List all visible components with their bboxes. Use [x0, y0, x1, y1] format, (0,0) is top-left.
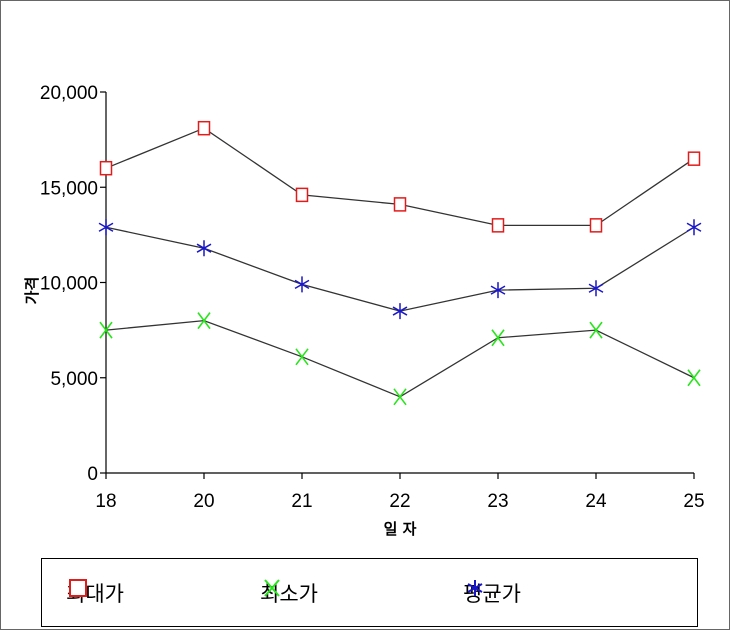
x-tick-label: 23 [487, 491, 508, 512]
data-point-square [393, 197, 407, 212]
y-axis-title: 가격 [23, 277, 41, 305]
data-point-x [393, 388, 407, 406]
data-point-asterisk [588, 280, 604, 297]
data-point-square [687, 151, 701, 166]
data-point-square [99, 160, 113, 176]
legend-asterisk-icon [467, 580, 483, 596]
data-point-x [295, 348, 309, 366]
data-point-square [197, 120, 211, 136]
series-line-3 [105, 226, 695, 312]
legend-item-max-price: 최대가 [66, 576, 124, 610]
y-tick-label: 5,000 [50, 369, 98, 390]
labels-layer: 0 5,000 10,000 15,000 20,000 18 20 21 22 23 24 25 가격… [23, 83, 705, 538]
x-tick-label: 24 [585, 491, 607, 512]
x-tick-label: 22 [389, 491, 410, 512]
axes-layer [100, 91, 695, 479]
data-point-x [197, 312, 211, 330]
data-point-asterisk [294, 276, 310, 293]
legend-square-icon [69, 579, 87, 597]
series-line-2 [105, 319, 695, 398]
x-tick-label: 21 [291, 491, 312, 512]
data-point-square [295, 187, 309, 203]
data-point-x [491, 329, 505, 347]
x-tick-label: 20 [193, 491, 214, 512]
x-tick-label: 25 [683, 491, 704, 512]
y-tick-label: 10,000 [40, 274, 98, 295]
y-tick-label: 15,000 [40, 178, 98, 199]
data-point-x [589, 321, 603, 339]
data-point-square [589, 218, 603, 233]
y-tick-label: 20,000 [40, 83, 98, 104]
legend-item-min-price: 최소가 [260, 576, 318, 610]
data-point-x [99, 321, 113, 339]
data-point-square [491, 218, 505, 233]
legend-item-avg-price: 평균가 [463, 576, 521, 610]
data-point-asterisk [686, 219, 702, 236]
x-axis-title: 일 자 [384, 520, 417, 538]
data-point-asterisk [196, 240, 212, 257]
legend: 최대가 최소가 평균가 [41, 558, 698, 627]
data-point-x [687, 369, 701, 387]
x-tick-label: 18 [95, 491, 116, 512]
data-point-asterisk [490, 282, 506, 299]
y-tick-label: 0 [87, 464, 98, 485]
series-layer [98, 120, 702, 406]
data-point-asterisk [98, 219, 114, 236]
legend-x-icon [264, 579, 280, 597]
data-point-asterisk [392, 303, 408, 320]
